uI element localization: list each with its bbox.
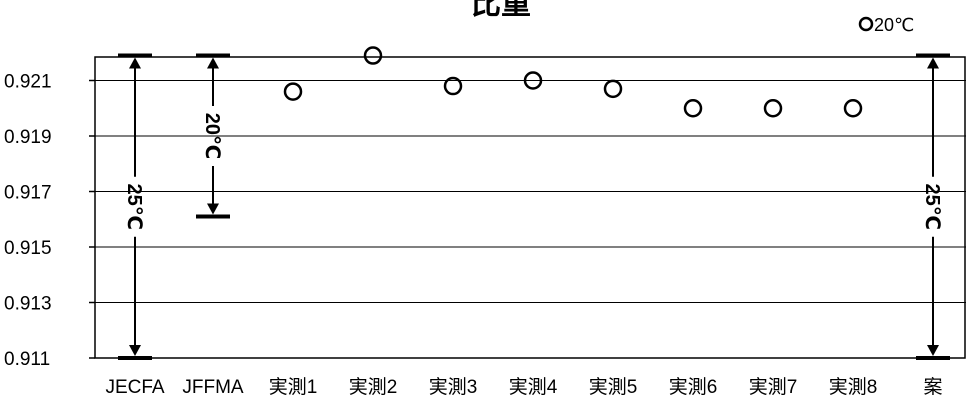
legend-marker (858, 16, 874, 32)
y-axis-ticks: 0.911 0.913 0.915 0.917 0.919 0.921 (4, 72, 95, 370)
range-label: 25℃ (123, 184, 145, 230)
x-category-label: 実測3 (429, 376, 478, 398)
range-label: 20℃ (201, 113, 223, 159)
data-point (283, 82, 303, 101)
range-arrowhead-down (207, 203, 219, 215)
data-point (683, 99, 703, 118)
x-category-label: JFFMA (182, 377, 244, 398)
x-category-label: 実測7 (749, 376, 798, 398)
x-category-label: 案 (923, 376, 942, 398)
x-axis-labels: JECFA JFFMA 実測1 実測2 実測3 実測4 実測5 実測6 実測7 実測8 案 (105, 376, 942, 398)
data-point (603, 79, 623, 99)
x-category-label: 実測4 (509, 376, 558, 398)
data-point (363, 46, 383, 65)
y-tick-label: 0.921 (4, 72, 52, 93)
chart-title: 比重 (471, 0, 531, 21)
range-arrowhead-up (129, 57, 141, 69)
range-arrowhead-down (927, 345, 939, 356)
range-label: 25℃ (921, 184, 943, 230)
y-tick-label: 0.915 (4, 238, 52, 259)
x-category-label: JECFA (105, 377, 164, 398)
range-arrowhead-up (207, 57, 219, 69)
legend-label: 20℃ (874, 15, 914, 35)
data-point (843, 99, 863, 118)
range-bar: 25℃ (916, 53, 950, 360)
range-bar: 20℃ (196, 53, 230, 219)
range-bars: 25℃ 20℃ 25℃ (118, 53, 950, 360)
plot-frame (94, 56, 966, 359)
data-point (523, 71, 543, 90)
x-category-label: 実測2 (349, 376, 398, 398)
grid (94, 56, 966, 359)
legend: 20℃ (858, 15, 914, 35)
x-category-label: 実測1 (269, 376, 318, 398)
x-category-label: 実測5 (589, 376, 638, 398)
range-bar: 25℃ (118, 53, 152, 360)
x-category-label: 実測6 (669, 376, 718, 398)
y-tick-label: 0.911 (4, 349, 50, 370)
x-category-label: 実測8 (829, 376, 878, 398)
range-arrowhead-down (129, 345, 141, 356)
y-tick-label: 0.919 (4, 127, 52, 148)
range-arrowhead-up (927, 57, 939, 69)
data-point (763, 99, 783, 118)
y-tick-label: 0.917 (4, 183, 52, 204)
y-tick-label: 0.913 (4, 294, 52, 315)
data-point (443, 76, 463, 96)
data-points (283, 46, 863, 118)
